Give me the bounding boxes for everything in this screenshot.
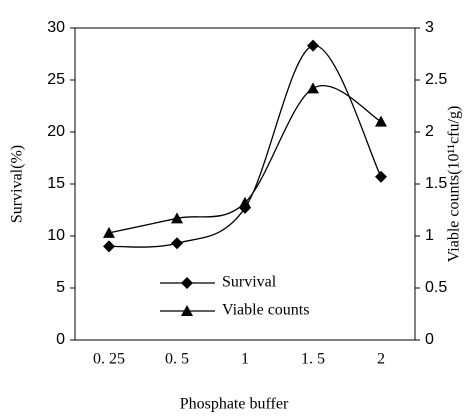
series-line bbox=[108, 85, 382, 234]
y-tick-label: 20 bbox=[47, 123, 65, 140]
y-tick-label: 30 bbox=[47, 19, 65, 36]
y2-tick-label: 0 bbox=[425, 331, 434, 348]
y2-axis-label: Viable counts(10¹¹cfu/g) bbox=[446, 106, 463, 263]
y-tick-label: 5 bbox=[56, 279, 65, 296]
y-tick-label: 25 bbox=[47, 71, 65, 88]
diamond-marker bbox=[103, 240, 115, 253]
y-axis-label: Survival(%) bbox=[9, 145, 26, 223]
x-axis-label: Phosphate buffer bbox=[180, 396, 289, 413]
y2-tick-label: 1 bbox=[425, 227, 434, 244]
x-tick-label: 1 bbox=[241, 351, 249, 368]
triangle-marker bbox=[103, 226, 115, 238]
y2-tick-label: 1.5 bbox=[425, 175, 447, 192]
y2-tick-label: 2.5 bbox=[425, 71, 447, 88]
y2-tick-label: 0.5 bbox=[425, 279, 447, 296]
triangle-marker bbox=[307, 82, 319, 94]
y-tick-label: 15 bbox=[47, 175, 65, 192]
x-tick-label: 0. 25 bbox=[93, 351, 125, 368]
triangle-marker bbox=[239, 196, 251, 208]
x-tick-label: 0. 5 bbox=[165, 351, 189, 368]
diamond-marker bbox=[181, 277, 193, 289]
x-tick-label: 1. 5 bbox=[301, 351, 325, 368]
x-tick-label: 2 bbox=[377, 351, 385, 368]
diamond-marker bbox=[171, 237, 183, 250]
triangle-marker bbox=[181, 305, 193, 316]
y2-tick-label: 3 bbox=[425, 19, 434, 36]
y2-tick-label: 2 bbox=[425, 123, 434, 140]
legend-label: Survival bbox=[222, 274, 277, 291]
triangle-marker bbox=[375, 115, 387, 127]
legend-label: Viable counts bbox=[222, 302, 309, 319]
triangle-marker bbox=[171, 212, 183, 224]
y-tick-label: 0 bbox=[56, 331, 65, 348]
plot-frame bbox=[74, 27, 416, 341]
y-tick-label: 10 bbox=[47, 227, 65, 244]
series-line bbox=[108, 45, 382, 248]
diamond-marker bbox=[375, 170, 387, 183]
diamond-marker bbox=[307, 39, 319, 52]
